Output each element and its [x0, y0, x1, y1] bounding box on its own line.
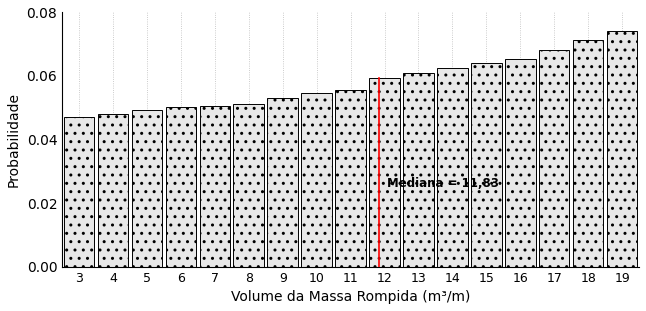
Bar [539, 50, 570, 267]
Text: Mediana = 11,83: Mediana = 11,83 [387, 177, 499, 190]
Bar [64, 117, 94, 267]
Bar [403, 73, 433, 267]
Bar [573, 40, 603, 267]
Bar [132, 110, 162, 267]
Bar [471, 63, 501, 267]
Bar [437, 68, 468, 267]
Bar [200, 105, 230, 267]
Bar [267, 98, 298, 267]
X-axis label: Volume da Massa Rompida (m³/m): Volume da Massa Rompida (m³/m) [231, 290, 470, 304]
Bar [233, 104, 264, 267]
Bar [505, 59, 536, 267]
Bar [165, 107, 196, 267]
Bar [370, 77, 400, 267]
Y-axis label: Probabilidade: Probabilidade [7, 92, 21, 187]
Bar [302, 94, 332, 267]
Bar [335, 90, 366, 267]
Bar [98, 114, 129, 267]
Bar [607, 31, 638, 267]
